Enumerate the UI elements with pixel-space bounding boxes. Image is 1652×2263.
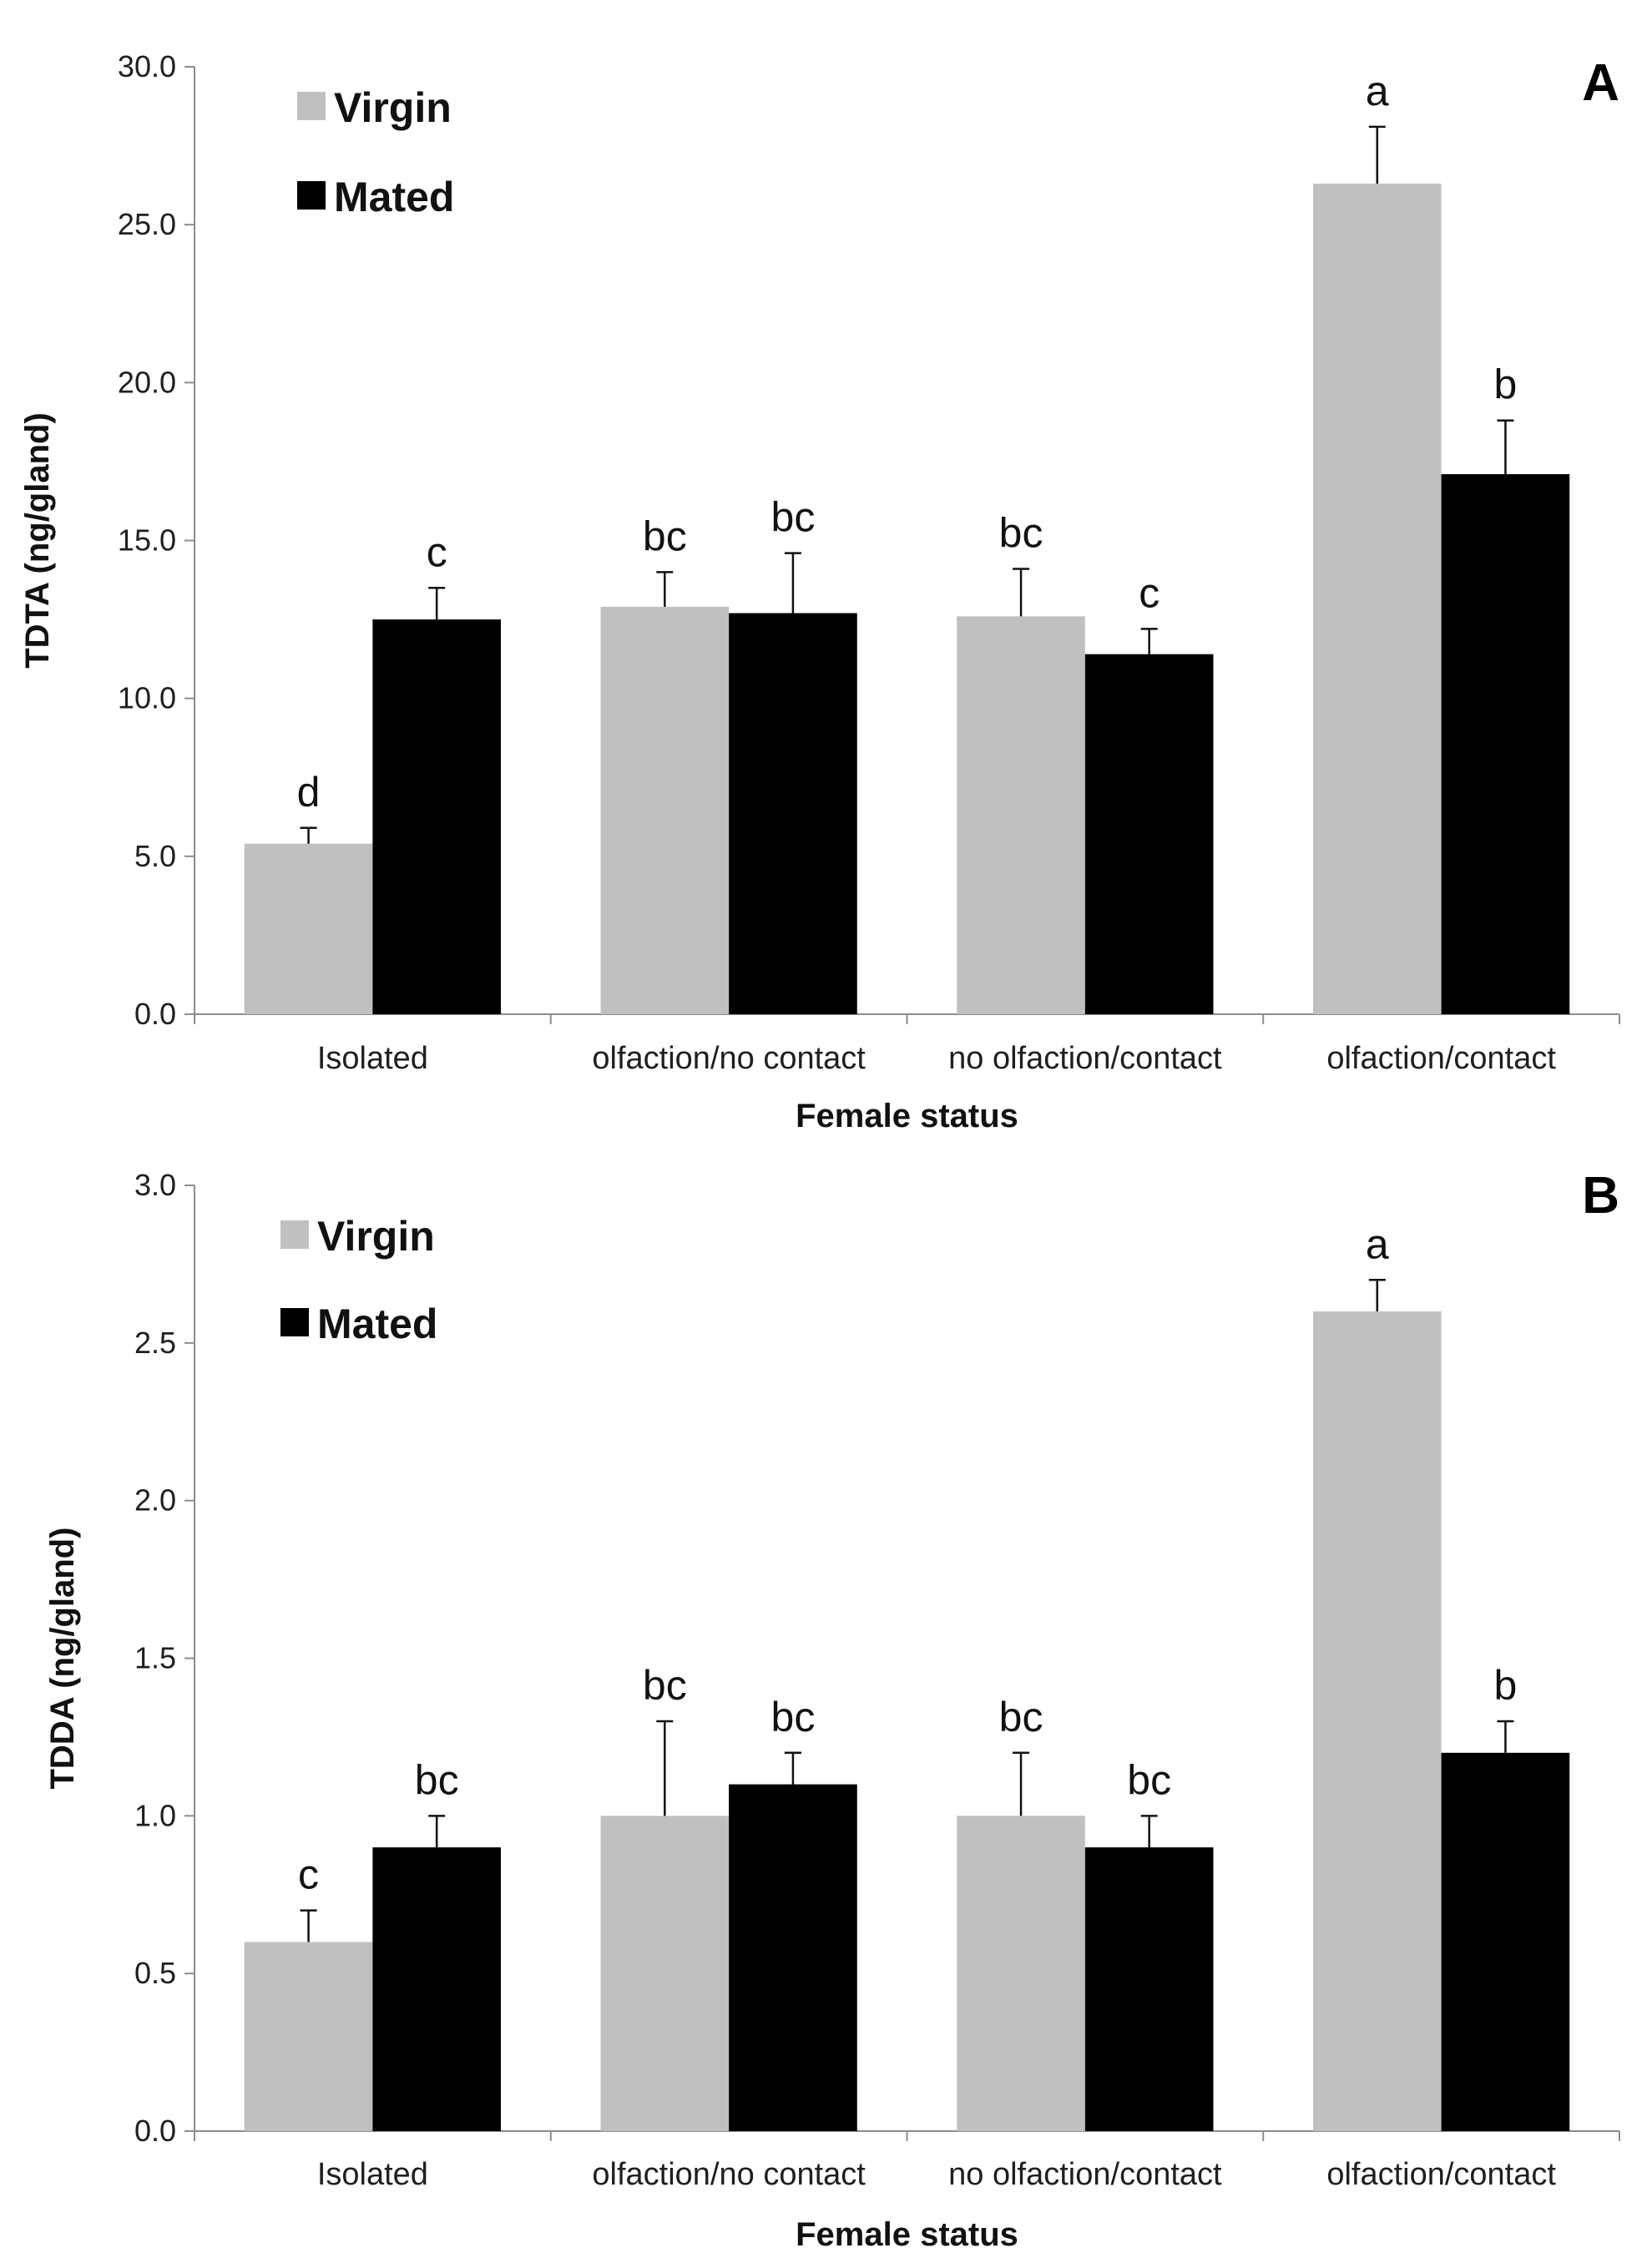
significance-label: bc [771,494,816,541]
significance-label: c [1139,569,1159,616]
legend-swatch-virgin [280,1220,309,1249]
legend-swatch-virgin [297,92,326,120]
bar-virgin-3 [957,616,1085,1014]
legend-swatch-mated [280,1308,309,1336]
significance-label: a [1366,1220,1389,1267]
significance-label: bc [643,513,687,559]
x-category-label: Isolated [317,2157,428,2192]
bar-virgin-4 [1312,183,1442,1014]
significance-label: bc [999,510,1043,557]
x-axis-title: Female status [796,2216,1018,2253]
bar-virgin-4 [1312,1311,1442,2131]
bar-virgin-1 [244,1942,373,2131]
y-tick-label: 1.5 [134,1641,176,1675]
y-axis-title: TDTA (ng/gland) [19,412,56,669]
x-category-label: olfaction/no contact [592,2157,866,2192]
x-category-label: no olfaction/contact [948,2157,1222,2192]
x-category-label: no olfaction/contact [948,1041,1222,1076]
significance-label: b [1494,1662,1518,1709]
bar-mated-4 [1441,1752,1570,2131]
chart-b-svg: 0.0 0.5 1.0 1.5 2.0 2.5 3.0 c bc Isolated bc bc olfa… [44,1167,1620,2253]
y-tick-label: 25.0 [118,207,176,241]
y-tick-label: 0.0 [134,2114,176,2148]
significance-label: a [1366,68,1389,114]
x-axis-title: Female status [796,1098,1018,1134]
bar-mated-2 [729,1784,857,2131]
significance-label: bc [999,1694,1043,1740]
y-tick-label: 0.5 [134,1956,176,1990]
chart-panel-b: 0.0 0.5 1.0 1.5 2.0 2.5 3.0 c bc Isolated bc bc olfa… [0,1156,1652,2263]
y-tick-label: 1.0 [134,1798,176,1832]
bar-virgin-2 [600,1816,730,2131]
bar-mated-3 [1084,654,1214,1014]
significance-label: bc [643,1662,687,1709]
significance-label: d [297,769,321,816]
y-tick-label: 2.5 [134,1326,176,1360]
y-tick-label: 20.0 [118,365,176,399]
legend-label-mated: Mated [334,174,454,220]
legend-label-mated: Mated [317,1301,437,1347]
panel-label-a: A [1582,54,1619,112]
significance-label: bc [1127,1756,1171,1803]
legend-swatch-mated [297,181,326,210]
bar-virgin-1 [244,843,373,1014]
bar-mated-3 [1084,1847,1214,2131]
y-tick-label: 10.0 [118,681,176,715]
y-tick-label: 5.0 [134,839,176,873]
significance-label: bc [415,1756,459,1803]
x-category-label: olfaction/no contact [592,1041,866,1076]
bar-mated-1 [372,1847,502,2131]
chart-panel-a: 0.0 5.0 10.0 15.0 20.0 25.0 30.0 d c Isolated bc bc… [19,49,1620,1134]
panel-label-b: B [1582,1167,1619,1225]
significance-label: c [427,528,447,575]
legend-label-virgin: Virgin [317,1213,435,1260]
x-category-label: olfaction/contact [1326,1041,1556,1076]
significance-label: bc [771,1694,816,1740]
bar-mated-1 [372,619,502,1014]
legend-label-virgin: Virgin [334,84,452,131]
y-tick-label: 15.0 [118,523,176,558]
y-tick-label: 30.0 [118,49,176,83]
significance-label: c [298,1851,319,1898]
y-axis-title: TDDA (ng/gland) [44,1527,81,1789]
x-category-label: Isolated [317,1041,428,1076]
significance-label: b [1494,361,1518,408]
bar-mated-4 [1441,474,1570,1014]
bar-virgin-3 [957,1816,1085,2131]
y-tick-label: 2.0 [134,1483,176,1518]
bar-mated-2 [729,613,857,1014]
x-category-label: olfaction/contact [1326,2157,1556,2192]
y-tick-label: 0.0 [134,997,176,1031]
bar-virgin-2 [600,606,730,1014]
y-tick-label: 3.0 [134,1168,176,1202]
